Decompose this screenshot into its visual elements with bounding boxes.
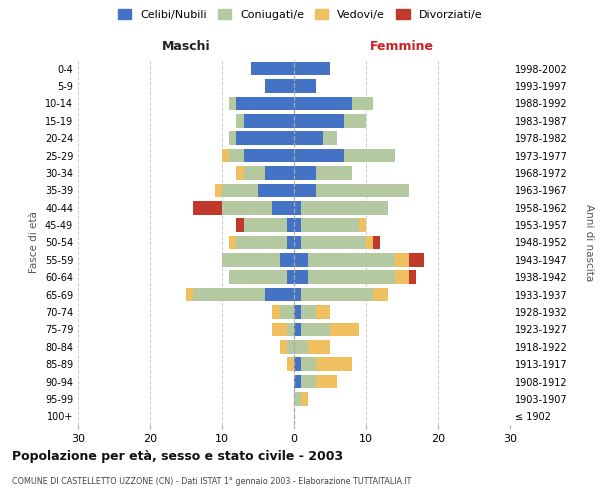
Bar — [294, 132, 323, 145]
Bar — [373, 236, 380, 250]
Text: Maschi: Maschi — [161, 40, 211, 53]
Bar — [236, 114, 244, 128]
Bar — [251, 62, 294, 76]
Bar — [359, 218, 366, 232]
Bar — [236, 218, 244, 232]
Bar — [265, 166, 294, 180]
Bar — [301, 236, 366, 250]
Bar — [222, 149, 229, 162]
Bar — [229, 270, 287, 284]
Bar — [294, 96, 352, 110]
Y-axis label: Fasce di età: Fasce di età — [29, 212, 39, 274]
Bar — [301, 358, 316, 371]
Bar — [308, 340, 330, 353]
Bar — [294, 358, 301, 371]
Bar — [395, 270, 409, 284]
Bar — [280, 253, 294, 266]
Bar — [344, 149, 395, 162]
Bar — [222, 184, 258, 197]
Bar — [323, 132, 337, 145]
Bar — [287, 322, 294, 336]
Bar — [301, 288, 373, 302]
Bar — [244, 218, 287, 232]
Bar — [229, 236, 236, 250]
Bar — [294, 236, 301, 250]
Bar — [229, 132, 236, 145]
Bar — [258, 184, 294, 197]
Bar — [294, 166, 316, 180]
Bar — [316, 358, 352, 371]
Bar — [272, 322, 287, 336]
Bar — [294, 375, 301, 388]
Bar — [301, 218, 359, 232]
Bar — [301, 322, 330, 336]
Bar — [316, 184, 409, 197]
Bar — [301, 392, 308, 406]
Bar — [215, 184, 222, 197]
Bar — [294, 392, 301, 406]
Bar — [244, 166, 265, 180]
Bar — [193, 201, 222, 214]
Bar — [294, 322, 301, 336]
Bar — [272, 305, 280, 319]
Text: Popolazione per età, sesso e stato civile - 2003: Popolazione per età, sesso e stato civil… — [12, 450, 343, 463]
Text: Femmine: Femmine — [370, 40, 434, 53]
Bar — [236, 166, 244, 180]
Bar — [301, 305, 316, 319]
Bar — [294, 305, 301, 319]
Bar — [294, 62, 330, 76]
Bar — [294, 218, 301, 232]
Bar — [316, 375, 337, 388]
Bar — [308, 253, 395, 266]
Bar — [308, 270, 395, 284]
Bar — [287, 236, 294, 250]
Bar — [409, 253, 424, 266]
Bar — [366, 236, 373, 250]
Bar — [229, 149, 244, 162]
Text: COMUNE DI CASTELLETTO UZZONE (CN) - Dati ISTAT 1° gennaio 2003 - Elaborazione TU: COMUNE DI CASTELLETTO UZZONE (CN) - Dati… — [12, 478, 412, 486]
Bar — [265, 80, 294, 93]
Bar — [265, 288, 294, 302]
Bar — [294, 114, 344, 128]
Bar — [294, 184, 316, 197]
Bar — [352, 96, 373, 110]
Bar — [395, 253, 409, 266]
Bar — [409, 270, 416, 284]
Bar — [236, 236, 287, 250]
Bar — [294, 270, 308, 284]
Bar — [244, 114, 294, 128]
Bar — [330, 322, 359, 336]
Bar — [373, 288, 388, 302]
Y-axis label: Anni di nascita: Anni di nascita — [584, 204, 595, 281]
Bar — [294, 253, 308, 266]
Bar — [280, 305, 294, 319]
Bar — [236, 96, 294, 110]
Bar — [294, 288, 301, 302]
Bar — [186, 288, 193, 302]
Legend: Celibi/Nubili, Coniugati/e, Vedovi/e, Divorziati/e: Celibi/Nubili, Coniugati/e, Vedovi/e, Di… — [115, 6, 485, 23]
Bar — [229, 96, 236, 110]
Bar — [193, 288, 265, 302]
Bar — [222, 201, 272, 214]
Bar — [236, 132, 294, 145]
Bar — [301, 201, 388, 214]
Bar — [287, 270, 294, 284]
Bar — [244, 149, 294, 162]
Bar — [287, 358, 294, 371]
Bar — [222, 253, 280, 266]
Bar — [272, 201, 294, 214]
Bar — [301, 375, 316, 388]
Bar — [294, 201, 301, 214]
Bar — [316, 305, 330, 319]
Bar — [316, 166, 352, 180]
Bar — [294, 340, 308, 353]
Bar — [344, 114, 366, 128]
Bar — [294, 149, 344, 162]
Bar — [294, 80, 316, 93]
Bar — [280, 340, 287, 353]
Bar — [287, 340, 294, 353]
Bar — [287, 218, 294, 232]
